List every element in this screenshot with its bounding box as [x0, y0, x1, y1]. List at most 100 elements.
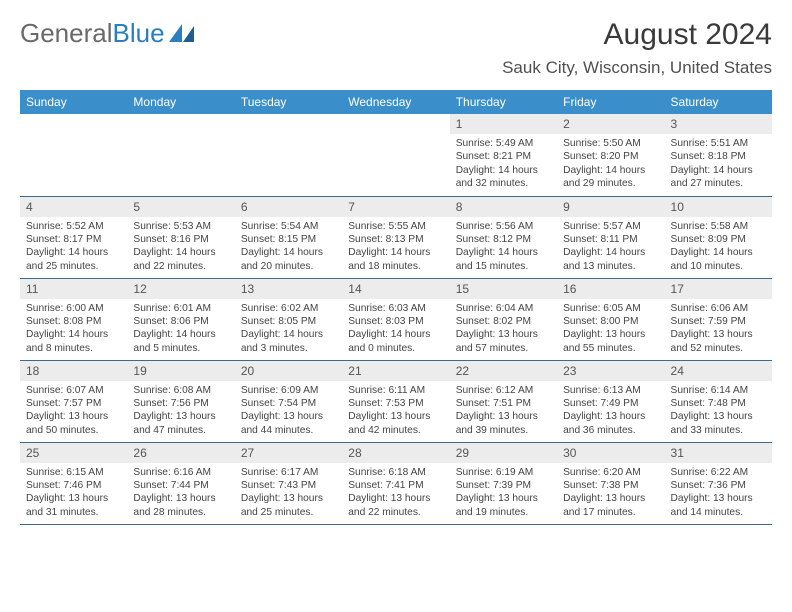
- day-number: 12: [127, 279, 234, 299]
- dow-header: Sunday: [20, 90, 127, 114]
- header-right: August 2024 Sauk City, Wisconsin, United…: [502, 18, 772, 78]
- day-details: Sunrise: 5:51 AM Sunset: 8:18 PM Dayligh…: [665, 134, 772, 195]
- day-details: Sunrise: 6:12 AM Sunset: 7:51 PM Dayligh…: [450, 381, 557, 442]
- calendar-cell: 15Sunrise: 6:04 AM Sunset: 8:02 PM Dayli…: [450, 278, 557, 360]
- calendar-cell: 18Sunrise: 6:07 AM Sunset: 7:57 PM Dayli…: [20, 360, 127, 442]
- calendar-cell: 7Sunrise: 5:55 AM Sunset: 8:13 PM Daylig…: [342, 196, 449, 278]
- day-details: Sunrise: 5:58 AM Sunset: 8:09 PM Dayligh…: [665, 217, 772, 278]
- day-number: 5: [127, 197, 234, 217]
- calendar-cell: [235, 114, 342, 196]
- dow-header: Wednesday: [342, 90, 449, 114]
- day-number: 18: [20, 361, 127, 381]
- day-number: 23: [557, 361, 664, 381]
- day-details: Sunrise: 5:49 AM Sunset: 8:21 PM Dayligh…: [450, 134, 557, 195]
- day-details: Sunrise: 6:19 AM Sunset: 7:39 PM Dayligh…: [450, 463, 557, 524]
- calendar-cell: 29Sunrise: 6:19 AM Sunset: 7:39 PM Dayli…: [450, 442, 557, 524]
- dow-header: Saturday: [665, 90, 772, 114]
- day-details: Sunrise: 6:15 AM Sunset: 7:46 PM Dayligh…: [20, 463, 127, 524]
- calendar-row: 25Sunrise: 6:15 AM Sunset: 7:46 PM Dayli…: [20, 442, 772, 524]
- calendar-cell: 2Sunrise: 5:50 AM Sunset: 8:20 PM Daylig…: [557, 114, 664, 196]
- day-number: 9: [557, 197, 664, 217]
- calendar-cell: 5Sunrise: 5:53 AM Sunset: 8:16 PM Daylig…: [127, 196, 234, 278]
- day-number: 22: [450, 361, 557, 381]
- calendar-cell: 16Sunrise: 6:05 AM Sunset: 8:00 PM Dayli…: [557, 278, 664, 360]
- calendar-row: 18Sunrise: 6:07 AM Sunset: 7:57 PM Dayli…: [20, 360, 772, 442]
- day-details: Sunrise: 5:52 AM Sunset: 8:17 PM Dayligh…: [20, 217, 127, 278]
- logo-sail-icon: [169, 24, 195, 44]
- calendar-cell: 22Sunrise: 6:12 AM Sunset: 7:51 PM Dayli…: [450, 360, 557, 442]
- day-details: Sunrise: 5:54 AM Sunset: 8:15 PM Dayligh…: [235, 217, 342, 278]
- calendar-cell: 14Sunrise: 6:03 AM Sunset: 8:03 PM Dayli…: [342, 278, 449, 360]
- calendar-row: 11Sunrise: 6:00 AM Sunset: 8:08 PM Dayli…: [20, 278, 772, 360]
- day-number: 1: [450, 114, 557, 134]
- day-details: Sunrise: 5:56 AM Sunset: 8:12 PM Dayligh…: [450, 217, 557, 278]
- day-details: Sunrise: 5:55 AM Sunset: 8:13 PM Dayligh…: [342, 217, 449, 278]
- calendar-cell: 25Sunrise: 6:15 AM Sunset: 7:46 PM Dayli…: [20, 442, 127, 524]
- calendar-cell: 23Sunrise: 6:13 AM Sunset: 7:49 PM Dayli…: [557, 360, 664, 442]
- calendar-cell: 4Sunrise: 5:52 AM Sunset: 8:17 PM Daylig…: [20, 196, 127, 278]
- page-title: August 2024: [502, 18, 772, 52]
- day-number: 4: [20, 197, 127, 217]
- calendar-cell: [342, 114, 449, 196]
- day-details: Sunrise: 6:03 AM Sunset: 8:03 PM Dayligh…: [342, 299, 449, 360]
- calendar-cell: 30Sunrise: 6:20 AM Sunset: 7:38 PM Dayli…: [557, 442, 664, 524]
- day-number: 27: [235, 443, 342, 463]
- day-details: Sunrise: 6:17 AM Sunset: 7:43 PM Dayligh…: [235, 463, 342, 524]
- calendar-cell: 21Sunrise: 6:11 AM Sunset: 7:53 PM Dayli…: [342, 360, 449, 442]
- day-details: Sunrise: 6:16 AM Sunset: 7:44 PM Dayligh…: [127, 463, 234, 524]
- calendar-cell: 13Sunrise: 6:02 AM Sunset: 8:05 PM Dayli…: [235, 278, 342, 360]
- calendar-cell: 24Sunrise: 6:14 AM Sunset: 7:48 PM Dayli…: [665, 360, 772, 442]
- calendar-cell: 9Sunrise: 5:57 AM Sunset: 8:11 PM Daylig…: [557, 196, 664, 278]
- calendar-row: 4Sunrise: 5:52 AM Sunset: 8:17 PM Daylig…: [20, 196, 772, 278]
- calendar-cell: 26Sunrise: 6:16 AM Sunset: 7:44 PM Dayli…: [127, 442, 234, 524]
- calendar-table: SundayMondayTuesdayWednesdayThursdayFrid…: [20, 90, 772, 525]
- calendar-cell: 10Sunrise: 5:58 AM Sunset: 8:09 PM Dayli…: [665, 196, 772, 278]
- day-details: Sunrise: 6:07 AM Sunset: 7:57 PM Dayligh…: [20, 381, 127, 442]
- day-number: 24: [665, 361, 772, 381]
- day-details: Sunrise: 5:57 AM Sunset: 8:11 PM Dayligh…: [557, 217, 664, 278]
- calendar-cell: 20Sunrise: 6:09 AM Sunset: 7:54 PM Dayli…: [235, 360, 342, 442]
- dow-header: Monday: [127, 90, 234, 114]
- day-number: 20: [235, 361, 342, 381]
- day-number: 17: [665, 279, 772, 299]
- calendar-cell: 31Sunrise: 6:22 AM Sunset: 7:36 PM Dayli…: [665, 442, 772, 524]
- day-number: 8: [450, 197, 557, 217]
- day-number: 30: [557, 443, 664, 463]
- day-details: Sunrise: 6:02 AM Sunset: 8:05 PM Dayligh…: [235, 299, 342, 360]
- day-number: 29: [450, 443, 557, 463]
- dow-header: Thursday: [450, 90, 557, 114]
- dow-header: Tuesday: [235, 90, 342, 114]
- calendar-thead: SundayMondayTuesdayWednesdayThursdayFrid…: [20, 90, 772, 114]
- day-number: 16: [557, 279, 664, 299]
- calendar-cell: 1Sunrise: 5:49 AM Sunset: 8:21 PM Daylig…: [450, 114, 557, 196]
- day-number: 15: [450, 279, 557, 299]
- day-details: Sunrise: 5:50 AM Sunset: 8:20 PM Dayligh…: [557, 134, 664, 195]
- logo-text-grey: General: [20, 18, 113, 49]
- calendar-cell: 28Sunrise: 6:18 AM Sunset: 7:41 PM Dayli…: [342, 442, 449, 524]
- day-details: Sunrise: 6:20 AM Sunset: 7:38 PM Dayligh…: [557, 463, 664, 524]
- day-number: 10: [665, 197, 772, 217]
- page-subtitle: Sauk City, Wisconsin, United States: [502, 58, 772, 78]
- calendar-tbody: 1Sunrise: 5:49 AM Sunset: 8:21 PM Daylig…: [20, 114, 772, 524]
- day-details: Sunrise: 6:09 AM Sunset: 7:54 PM Dayligh…: [235, 381, 342, 442]
- day-details: Sunrise: 6:01 AM Sunset: 8:06 PM Dayligh…: [127, 299, 234, 360]
- dow-header: Friday: [557, 90, 664, 114]
- day-number: 6: [235, 197, 342, 217]
- day-details: Sunrise: 6:05 AM Sunset: 8:00 PM Dayligh…: [557, 299, 664, 360]
- calendar-cell: 12Sunrise: 6:01 AM Sunset: 8:06 PM Dayli…: [127, 278, 234, 360]
- day-details: Sunrise: 5:53 AM Sunset: 8:16 PM Dayligh…: [127, 217, 234, 278]
- day-details: Sunrise: 6:04 AM Sunset: 8:02 PM Dayligh…: [450, 299, 557, 360]
- day-details: Sunrise: 6:13 AM Sunset: 7:49 PM Dayligh…: [557, 381, 664, 442]
- calendar-cell: [127, 114, 234, 196]
- calendar-cell: 11Sunrise: 6:00 AM Sunset: 8:08 PM Dayli…: [20, 278, 127, 360]
- day-number: 14: [342, 279, 449, 299]
- logo-text-blue: Blue: [113, 18, 165, 49]
- day-number: 26: [127, 443, 234, 463]
- day-details: Sunrise: 6:14 AM Sunset: 7:48 PM Dayligh…: [665, 381, 772, 442]
- day-details: Sunrise: 6:11 AM Sunset: 7:53 PM Dayligh…: [342, 381, 449, 442]
- page-header: GeneralBlue August 2024 Sauk City, Wisco…: [20, 18, 772, 78]
- calendar-cell: [20, 114, 127, 196]
- day-number: 25: [20, 443, 127, 463]
- day-number: 13: [235, 279, 342, 299]
- day-number: 7: [342, 197, 449, 217]
